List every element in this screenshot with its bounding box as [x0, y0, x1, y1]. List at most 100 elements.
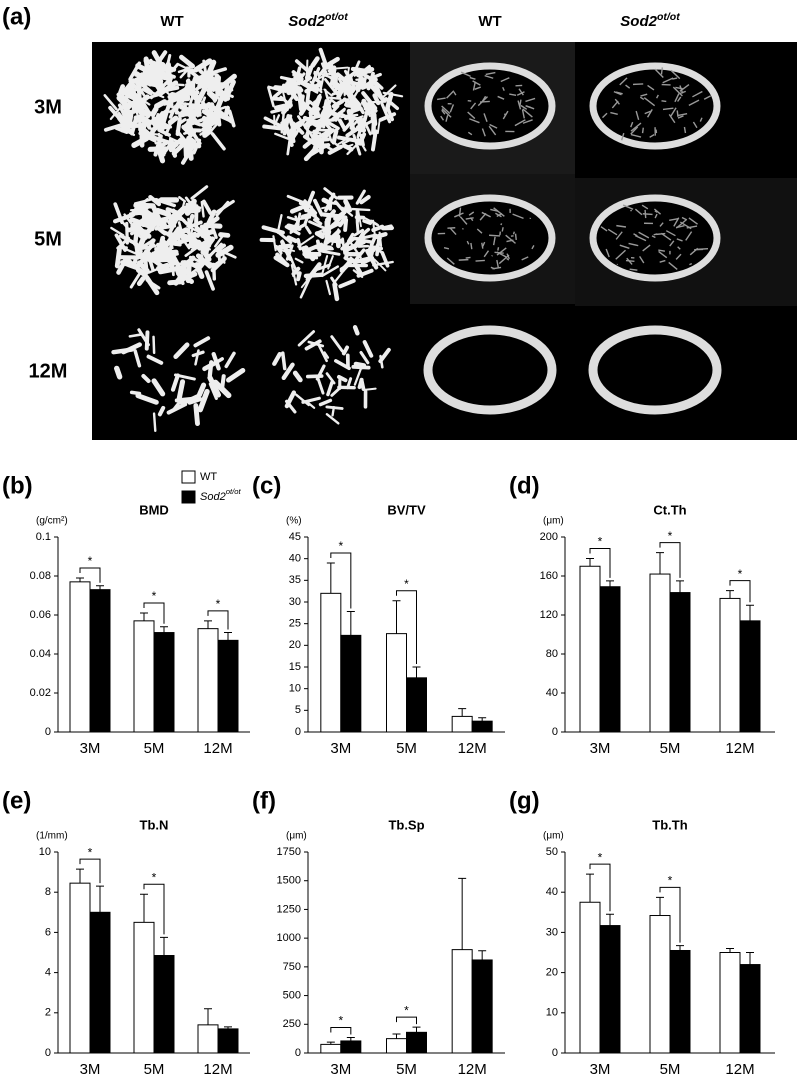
error-bar [412, 666, 421, 678]
trabecula [346, 140, 362, 156]
trabecula [289, 128, 296, 144]
trabecula [619, 244, 630, 249]
trabecula [342, 143, 354, 152]
trabecula [309, 66, 321, 89]
trabecula [371, 113, 377, 135]
trabecula [150, 106, 159, 118]
trabecula [440, 115, 445, 121]
trabecula [491, 254, 493, 257]
y-tick-label: 6 [45, 926, 51, 938]
trabecula [307, 402, 316, 409]
trabecula [380, 251, 390, 268]
x-tick-label: 5M [396, 1061, 417, 1077]
trabecula [167, 279, 185, 286]
trabecula [136, 230, 149, 252]
trabecula [200, 200, 205, 218]
trabecula [211, 262, 217, 281]
bar [197, 1024, 219, 1054]
trabecula [460, 71, 471, 78]
error-bar [726, 590, 734, 599]
bar [217, 639, 239, 733]
axis-unit: (μm) [543, 516, 564, 527]
trabecula [216, 114, 231, 123]
trabecula [489, 234, 501, 237]
y-tick-label: 1500 [277, 875, 301, 887]
trabecula [355, 67, 375, 78]
trabecula [344, 115, 354, 121]
trabecula [202, 110, 211, 117]
trabecula [689, 247, 699, 256]
trabecula [314, 244, 333, 251]
error-bar [458, 877, 467, 950]
annotation: * [404, 1003, 409, 1017]
trabecula [180, 143, 196, 165]
trabecula [316, 130, 331, 139]
trabecula [197, 388, 210, 413]
label: Sod2ot/ot [288, 11, 348, 30]
trabecula [630, 126, 639, 135]
y-tick-label: 40 [546, 886, 558, 898]
trabecula [325, 209, 336, 222]
trabecula [610, 111, 618, 116]
trabecula [485, 71, 496, 76]
legend-swatch [181, 490, 196, 504]
trabecula [190, 185, 209, 200]
trabecula [373, 81, 384, 100]
cross-section [424, 194, 556, 282]
trabecula [679, 90, 686, 95]
trabecula [613, 90, 622, 96]
label: Sod2ot/ot [200, 487, 242, 503]
trabecula [353, 231, 366, 249]
trabecula [322, 107, 341, 118]
trabecula [312, 94, 322, 114]
name-superscript: ot/ot [325, 11, 348, 23]
trabecula [327, 237, 344, 244]
trabecula [338, 278, 356, 289]
cortex [424, 62, 556, 150]
trabecula [208, 382, 218, 400]
trabecula [323, 119, 340, 131]
trabecula [483, 250, 490, 258]
trabecula [465, 256, 471, 259]
significance-bracket [589, 863, 611, 912]
trabecula [311, 140, 325, 149]
row-label: 3M [34, 96, 62, 118]
trabecula [223, 82, 230, 100]
trabecula [331, 128, 339, 145]
trabecula [316, 375, 325, 395]
trabecula [300, 275, 312, 289]
trabecula [668, 261, 678, 270]
trabecula [103, 94, 118, 111]
bar [386, 633, 407, 733]
trabecula [375, 234, 382, 257]
y-tick-label: 120 [540, 609, 558, 621]
trabecula [267, 86, 275, 108]
trabecula [497, 95, 505, 100]
trabecula [166, 402, 188, 415]
trabecula [352, 106, 363, 113]
trabecula [302, 76, 313, 84]
trabecula [342, 97, 360, 110]
x-tick-label: 5M [660, 740, 681, 757]
trabecula [509, 93, 517, 97]
y-tick-label: 160 [540, 570, 558, 582]
trabecula [297, 330, 316, 347]
error-bar [160, 626, 168, 633]
trabecula [303, 209, 312, 225]
trabecula [167, 94, 191, 100]
trabecula [514, 233, 517, 241]
error-bar [656, 896, 664, 916]
trabecula [320, 62, 329, 77]
trabecula [149, 119, 165, 132]
trabecula [114, 247, 122, 269]
trabecula [270, 106, 289, 114]
trabecula [352, 325, 360, 336]
bar [739, 964, 761, 1054]
trabecula [467, 111, 476, 120]
trabecula [670, 69, 681, 80]
trabecula [323, 187, 339, 200]
trabecula [337, 118, 346, 130]
trabecula [201, 199, 213, 215]
error-bar [346, 611, 355, 636]
trabecula [103, 123, 124, 132]
